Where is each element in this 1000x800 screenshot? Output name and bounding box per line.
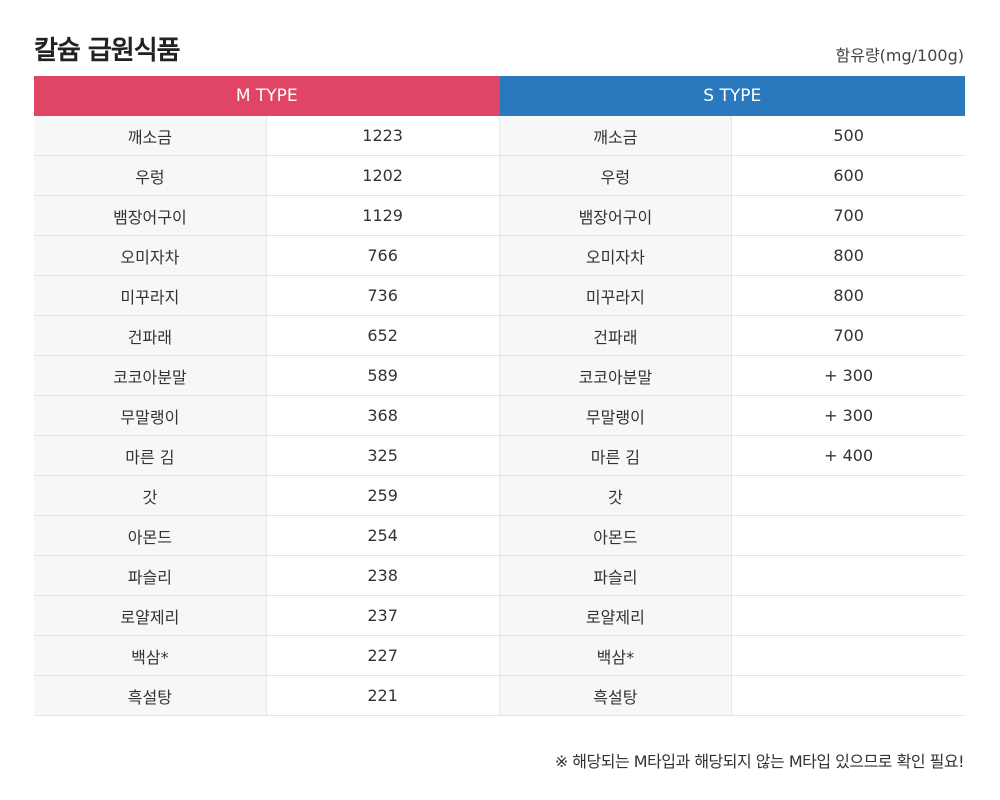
s-calcium-value-cell: 500 <box>732 116 965 155</box>
m-food-name-cell: 무말랭이 <box>34 396 267 435</box>
s-calcium-value-cell: + 300 <box>732 396 965 435</box>
s-calcium-value-cell: 600 <box>732 156 965 195</box>
s-calcium-value-cell <box>732 676 965 715</box>
table-header-row: M TYPE S TYPE <box>34 76 965 116</box>
s-food-name-cell: 건파래 <box>499 316 733 355</box>
s-food-name-cell: 백삼* <box>499 636 733 675</box>
table-row: 건파래 652 건파래 700 <box>34 316 965 356</box>
m-calcium-value-cell: 237 <box>266 596 500 635</box>
m-food-name-cell: 건파래 <box>34 316 267 355</box>
s-calcium-value-cell: 700 <box>732 316 965 355</box>
s-food-name-cell: 오미자차 <box>499 236 733 275</box>
m-calcium-value-cell: 589 <box>266 356 500 395</box>
s-food-name-cell: 파슬리 <box>499 556 733 595</box>
s-calcium-value-cell <box>732 476 965 515</box>
table-row: 코코아분말 589 코코아분말 + 300 <box>34 356 965 396</box>
m-food-name-cell: 파슬리 <box>34 556 267 595</box>
s-type-header: S TYPE <box>499 76 965 116</box>
table-row: 아몬드 254 아몬드 <box>34 516 965 556</box>
m-food-name-cell: 코코아분말 <box>34 356 267 395</box>
table-row: 깨소금 1223 깨소금 500 <box>34 116 965 156</box>
table-row: 마른 김 325 마른 김 + 400 <box>34 436 965 476</box>
m-calcium-value-cell: 1223 <box>266 116 500 155</box>
s-food-name-cell: 코코아분말 <box>499 356 733 395</box>
m-calcium-value-cell: 652 <box>266 316 500 355</box>
footnote: ※ 해당되는 M타입과 해당되지 않는 M타입 있으므로 확인 필요! <box>554 752 965 771</box>
s-calcium-value-cell: 800 <box>732 276 965 315</box>
s-food-name-cell: 아몬드 <box>499 516 733 555</box>
m-calcium-value-cell: 1129 <box>266 196 500 235</box>
m-food-name-cell: 아몬드 <box>34 516 267 555</box>
m-calcium-value-cell: 259 <box>266 476 500 515</box>
m-calcium-value-cell: 1202 <box>266 156 500 195</box>
s-food-name-cell: 미꾸라지 <box>499 276 733 315</box>
table-row: 흑설탕 221 흑설탕 <box>34 676 965 716</box>
table-row: 백삼* 227 백삼* <box>34 636 965 676</box>
m-food-name-cell: 깨소금 <box>34 116 267 155</box>
s-food-name-cell: 마른 김 <box>499 436 733 475</box>
m-calcium-value-cell: 238 <box>266 556 500 595</box>
m-calcium-value-cell: 368 <box>266 396 500 435</box>
m-food-name-cell: 오미자차 <box>34 236 267 275</box>
s-food-name-cell: 로얄제리 <box>499 596 733 635</box>
s-calcium-value-cell <box>732 636 965 675</box>
page-title: 칼슘 급원식품 <box>34 36 181 66</box>
m-calcium-value-cell: 227 <box>266 636 500 675</box>
m-food-name-cell: 로얄제리 <box>34 596 267 635</box>
s-calcium-value-cell: + 300 <box>732 356 965 395</box>
unit-label: 함유량(mg/100g) <box>835 46 964 65</box>
m-food-name-cell: 마른 김 <box>34 436 267 475</box>
m-calcium-value-cell: 325 <box>266 436 500 475</box>
s-calcium-value-cell <box>732 556 965 595</box>
s-calcium-value-cell: 700 <box>732 196 965 235</box>
s-calcium-value-cell <box>732 516 965 555</box>
m-food-name-cell: 우렁 <box>34 156 267 195</box>
m-food-name-cell: 흑설탕 <box>34 676 267 715</box>
table-row: 미꾸라지 736 미꾸라지 800 <box>34 276 965 316</box>
m-food-name-cell: 갓 <box>34 476 267 515</box>
table-row: 로얄제리 237 로얄제리 <box>34 596 965 636</box>
m-food-name-cell: 백삼* <box>34 636 267 675</box>
s-food-name-cell: 갓 <box>499 476 733 515</box>
table-row: 뱀장어구이 1129 뱀장어구이 700 <box>34 196 965 236</box>
s-food-name-cell: 흑설탕 <box>499 676 733 715</box>
m-food-name-cell: 미꾸라지 <box>34 276 267 315</box>
s-food-name-cell: 깨소금 <box>499 116 733 155</box>
table-body: 깨소금 1223 깨소금 500 우렁 1202 우렁 600 뱀장어구이 1129 뱀장어구이 70… <box>34 116 965 716</box>
calcium-table: M TYPE S TYPE 깨소금 1223 깨소금 500 우렁 1202 우렁 600 뱀장… <box>34 76 965 716</box>
table-row: 오미자차 766 오미자차 800 <box>34 236 965 276</box>
table-row: 파슬리 238 파슬리 <box>34 556 965 596</box>
m-calcium-value-cell: 221 <box>266 676 500 715</box>
s-food-name-cell: 우렁 <box>499 156 733 195</box>
s-calcium-value-cell: 800 <box>732 236 965 275</box>
m-type-header: M TYPE <box>34 76 500 116</box>
s-food-name-cell: 무말랭이 <box>499 396 733 435</box>
m-food-name-cell: 뱀장어구이 <box>34 196 267 235</box>
m-calcium-value-cell: 254 <box>266 516 500 555</box>
table-row: 갓 259 갓 <box>34 476 965 516</box>
m-calcium-value-cell: 766 <box>266 236 500 275</box>
table-row: 무말랭이 368 무말랭이 + 300 <box>34 396 965 436</box>
s-calcium-value-cell: + 400 <box>732 436 965 475</box>
m-calcium-value-cell: 736 <box>266 276 500 315</box>
s-calcium-value-cell <box>732 596 965 635</box>
table-row: 우렁 1202 우렁 600 <box>34 156 965 196</box>
s-food-name-cell: 뱀장어구이 <box>499 196 733 235</box>
